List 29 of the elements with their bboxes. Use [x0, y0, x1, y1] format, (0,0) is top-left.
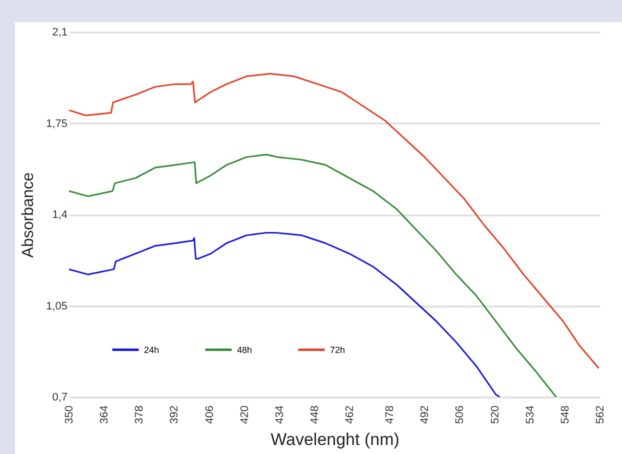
x-tick-label: 350	[64, 406, 76, 424]
x-tick-label: 492	[419, 406, 432, 424]
x-tick-label: 506	[454, 406, 466, 424]
line-series	[69, 232, 501, 397]
y-tick-label: 1,4	[52, 209, 68, 221]
legend-label: 72h	[330, 344, 346, 355]
y-tick-label: 2,1	[52, 26, 68, 38]
x-tick-label: 434	[274, 406, 286, 424]
x-tick-label: 392	[168, 406, 181, 424]
x-tick-label: 478	[384, 406, 396, 424]
line-series	[69, 72, 600, 370]
x-tick-label: 420	[238, 406, 251, 424]
x-axis-title: Wavelenght (nm)	[270, 430, 400, 449]
x-tick-label: 448	[308, 406, 321, 424]
y-tick-label: 1,05	[46, 300, 68, 312]
x-tick-label: 562	[594, 406, 606, 424]
y-tick-label: 0,7	[52, 392, 68, 404]
y-axis-title: Absorbance	[20, 172, 38, 258]
legend-label: 24h	[144, 344, 160, 355]
x-tick-label: 378	[134, 406, 146, 424]
x-tick-label: 548	[559, 406, 572, 424]
x-tick-label: 534	[524, 406, 536, 424]
x-tick-label: 406	[204, 406, 216, 424]
line-series	[69, 154, 557, 397]
x-tick-label: 520	[489, 406, 502, 424]
x-tick-label: 364	[98, 406, 111, 424]
x-tick-label: 462	[344, 406, 356, 424]
legend-label: 48h	[237, 344, 252, 355]
y-tick-label: 1,75	[46, 118, 68, 130]
